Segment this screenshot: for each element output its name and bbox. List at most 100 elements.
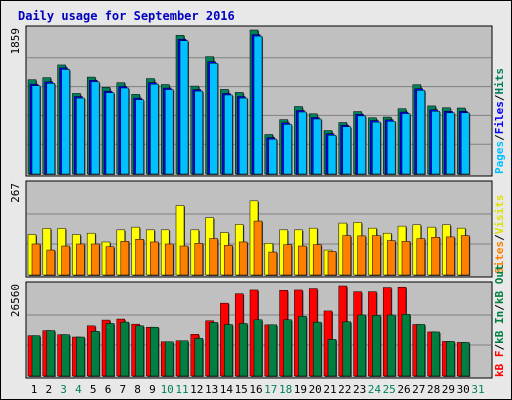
x-tick-label-7: 7 [119,383,126,396]
x-tick-label-29: 29 [442,383,455,396]
bar-kb-in-day-26 [401,314,411,377]
bar-pages-day-1 [31,85,41,175]
bar-pages-day-23 [357,115,366,175]
bar-sites-day-7 [120,241,130,276]
bar-pages-day-14 [224,94,233,175]
legend-sep-4: / [493,344,506,351]
bar-kb-in-day-14 [224,324,233,377]
bar-pages-day-12 [194,90,204,175]
legend-kb-in: kB In [493,311,506,344]
bar-kb-in-day-9 [150,326,159,377]
x-tick-label-31: 31 [471,383,484,396]
bar-sites-day-14 [224,245,233,276]
bar-sites-day-21 [327,251,337,276]
x-tick-label-9: 9 [149,383,156,396]
bar-pages-day-26 [401,113,411,175]
bar-kb-in-day-22 [342,321,352,377]
bar-pages-day-9 [150,83,159,175]
bar-kb-in-day-5 [90,331,100,377]
bar-sites-day-10 [164,243,174,276]
x-tick-label-12: 12 [190,383,203,396]
bar-pages-day-28 [431,111,440,175]
bar-sites-day-8 [135,239,144,276]
bar-pages-day-2 [46,83,56,175]
x-tick-label-14: 14 [220,383,234,396]
bar-pages-day-5 [90,81,100,175]
bar-kb-in-day-17 [268,324,278,377]
bar-pages-day-21 [327,135,337,175]
x-tick-label-22: 22 [338,383,351,396]
bars [27,29,471,377]
x-tick-label-25: 25 [383,383,396,396]
bar-pages-day-4 [76,97,85,175]
bar-pages-day-24 [372,121,381,175]
bar-pages-day-22 [342,126,352,175]
bar-kb-in-day-1 [31,335,41,377]
bar-pages-day-6 [105,92,115,175]
legend-kb-f: kB F [493,351,506,378]
bar-kb-in-day-3 [61,334,70,377]
bar-kb-in-day-28 [431,331,440,377]
legend-hits-files-pages: Pages/Files/Hits [493,68,506,174]
bar-sites-day-24 [372,235,381,276]
bar-pages-day-20 [312,118,322,175]
bar-kb-in-day-12 [194,338,204,377]
bar-sites-day-28 [431,236,440,276]
bar-sites-day-26 [401,241,411,276]
bar-sites-day-25 [386,240,396,276]
x-tick-label-26: 26 [397,383,410,396]
bar-kb-in-day-30 [460,342,470,377]
bar-kb-in-day-23 [357,314,366,377]
bar-kb-in-day-21 [327,339,337,377]
legend-sep-5: / [493,304,506,311]
chart-title: Daily usage for September 2016 [18,9,235,23]
bar-kb-in-day-7 [120,321,130,377]
x-tick-label-6: 6 [105,383,112,396]
bar-kb-in-day-25 [386,314,396,377]
bar-kb-in-day-8 [135,325,144,377]
bar-kb-in-day-13 [209,322,218,377]
bar-sites-day-3 [61,245,70,276]
bar-sites-day-6 [105,246,115,276]
bar-pages-day-18 [283,124,292,175]
x-tick-label-21: 21 [323,383,336,396]
bar-kb-in-day-11 [179,340,189,377]
bar-sites-day-4 [76,243,85,276]
legend-kbytes: kB F/kB In/kB Out [493,264,506,377]
x-tick-label-1: 1 [31,383,38,396]
bar-kb-in-day-6 [105,323,115,377]
legend-sites: Sites [493,241,506,274]
bar-sites-day-11 [179,245,189,276]
bar-pages-day-25 [386,121,396,175]
bar-sites-day-12 [194,243,204,276]
bar-pages-day-15 [238,97,248,175]
legend-hits: Hits [493,68,506,95]
y-max-label-hits: 1859 [9,28,22,55]
bar-pages-day-13 [209,62,218,175]
bar-kb-in-day-4 [76,336,85,377]
bar-kb-in-day-2 [46,330,56,377]
x-tick-label-5: 5 [90,383,97,396]
x-tick-label-8: 8 [134,383,141,396]
bar-kb-in-day-18 [283,319,292,377]
x-tick-label-10: 10 [161,383,174,396]
bar-pages-day-27 [416,90,426,175]
bar-kb-in-day-20 [312,321,322,377]
bar-pages-day-17 [268,138,278,175]
x-tick-label-3: 3 [60,383,67,396]
bar-sites-day-16 [253,220,263,276]
x-axis-labels: 1 2 3 4 5 6 7 8 9 10 11 12 13 14 15 16 17 18 19 20 21 22 23 24 2… [31,383,485,396]
bar-sites-day-13 [209,238,218,276]
x-tick-label-19: 19 [294,383,307,396]
legend-pages: Pages [493,141,506,174]
bar-sites-day-2 [46,249,56,276]
bar-sites-day-30 [460,235,470,276]
bar-sites-day-19 [298,245,307,276]
legend-sep-2: / [493,94,506,101]
bar-kb-in-day-10 [164,341,174,377]
x-tick-label-27: 27 [412,383,425,396]
x-tick-label-30: 30 [457,383,470,396]
bar-sites-day-1 [31,243,41,276]
bar-sites-day-27 [416,238,426,276]
